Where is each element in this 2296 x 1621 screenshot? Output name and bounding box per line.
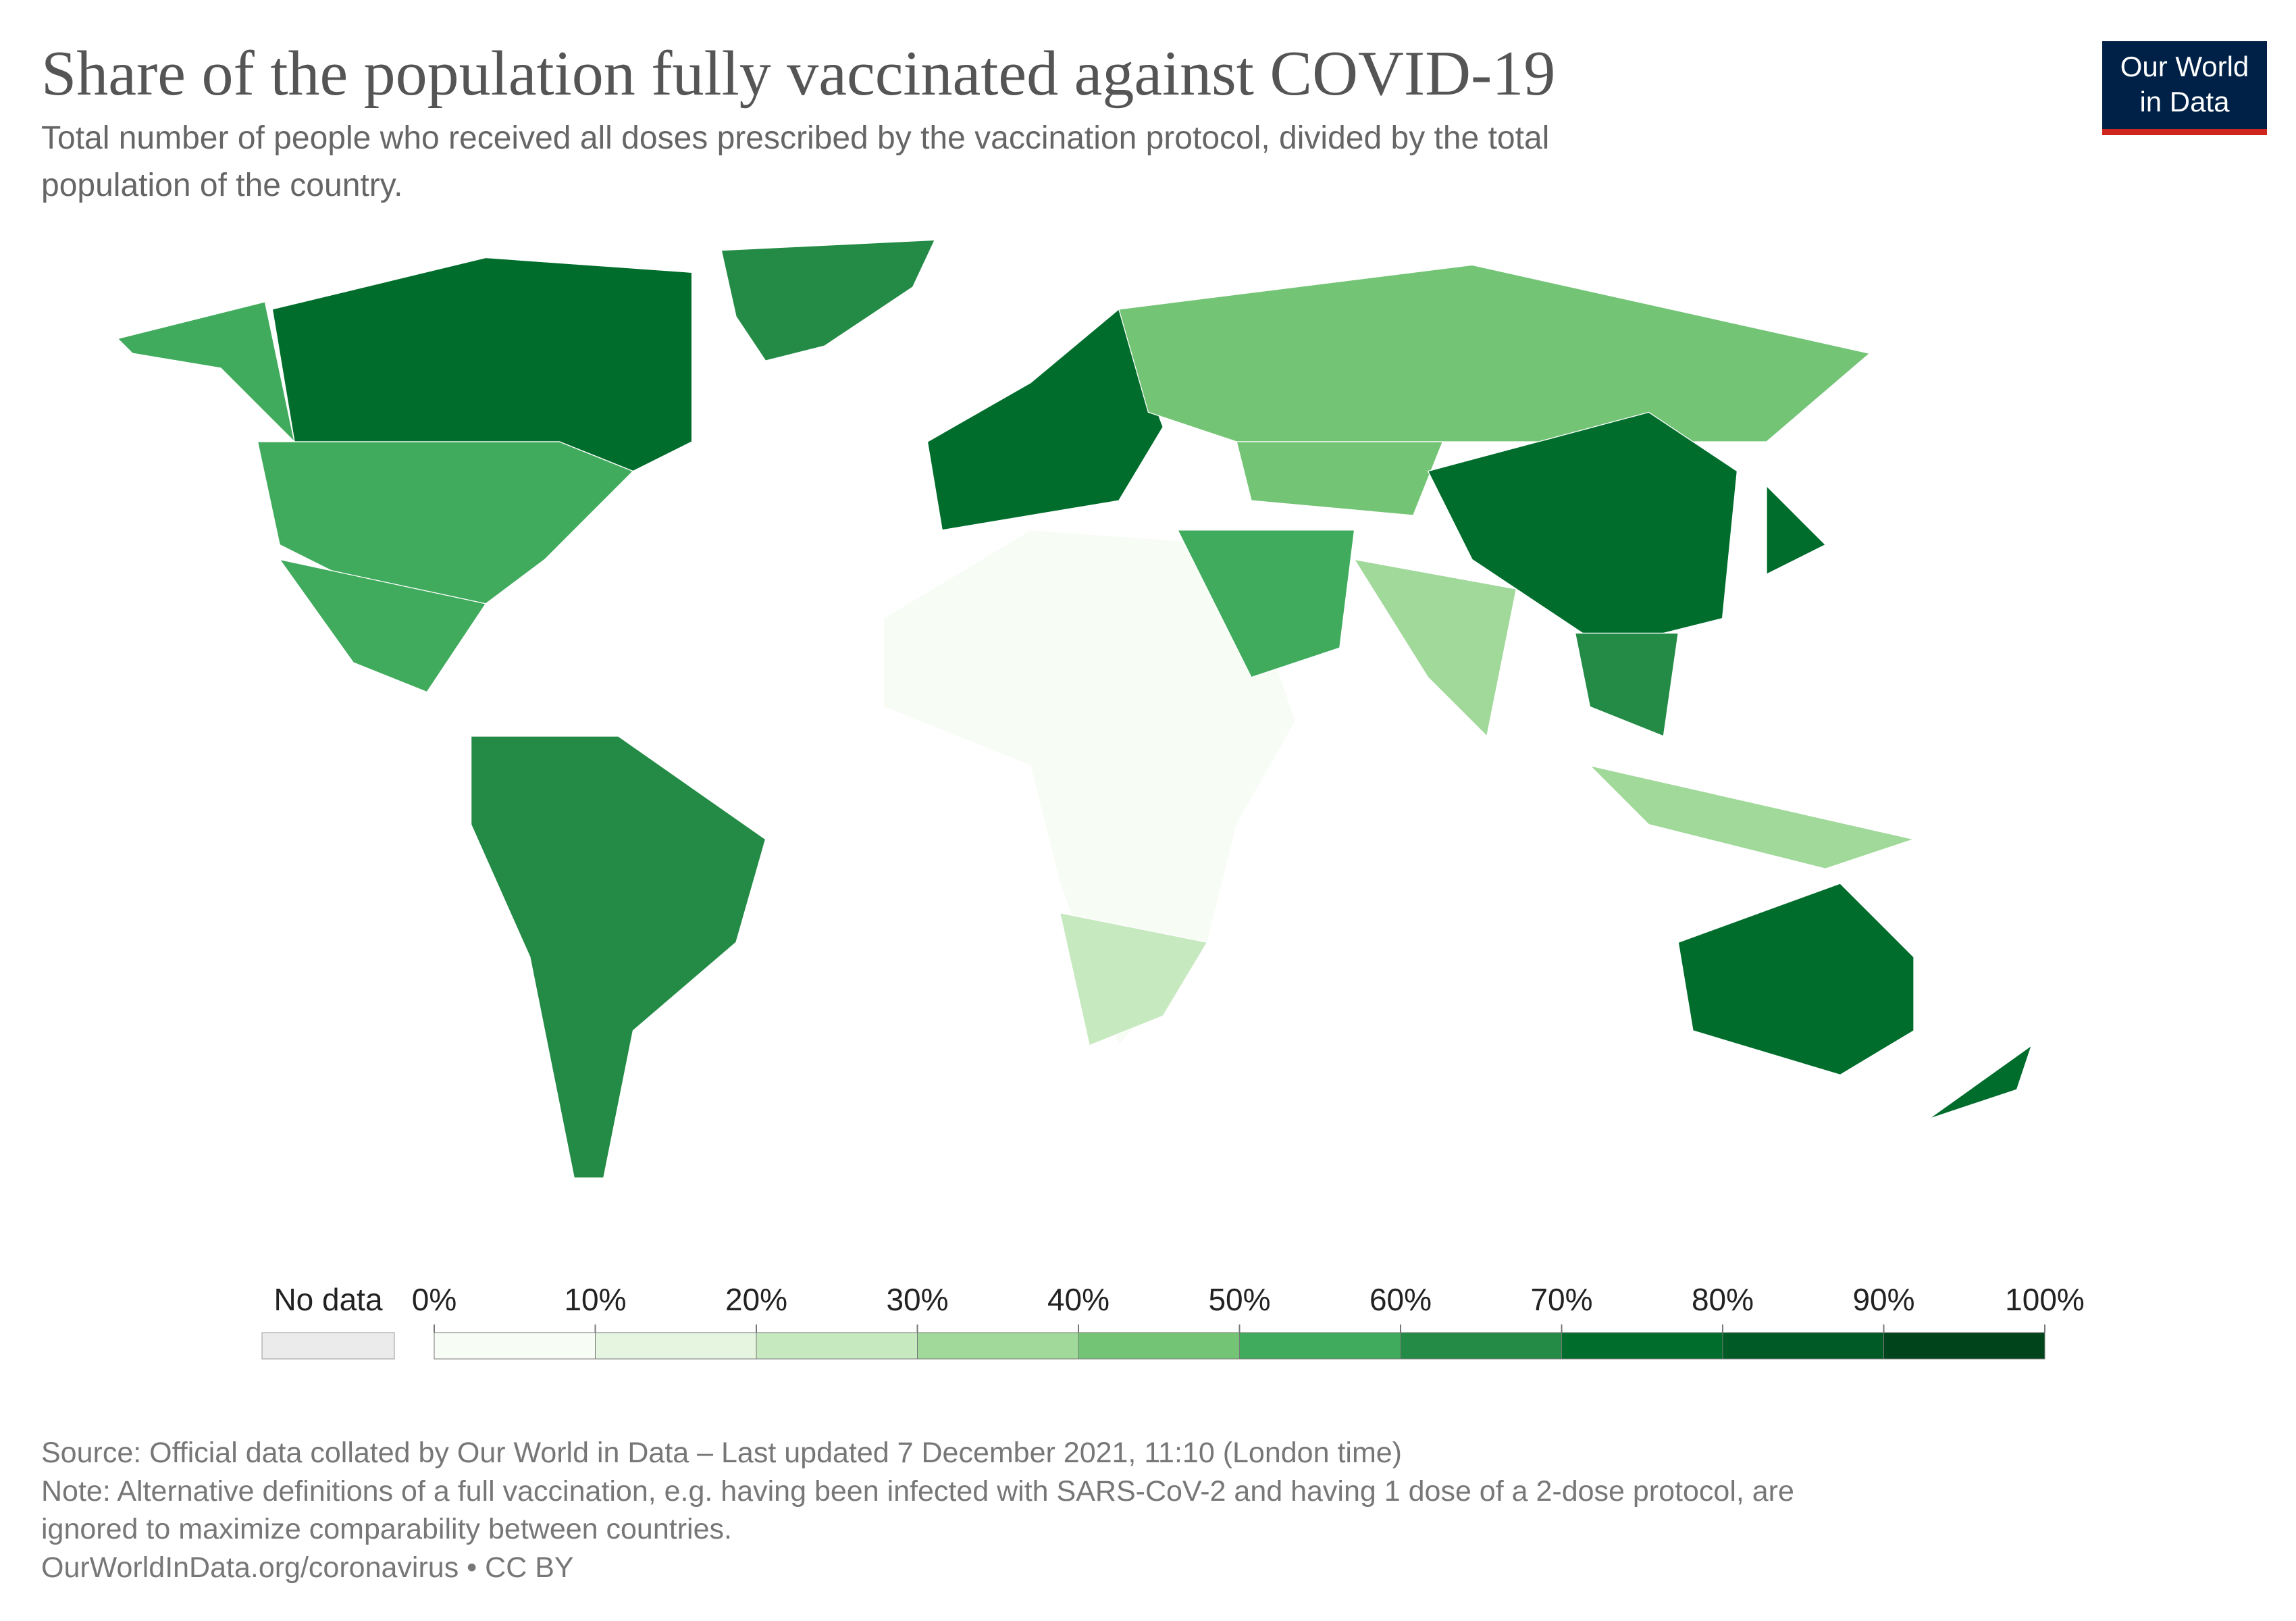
legend-tick-label: 40% [1047, 1282, 1110, 1317]
legend-bin [1078, 1332, 1240, 1360]
title: Share of the population fully vaccinated… [41, 38, 1555, 109]
country [1588, 765, 1916, 869]
legend-bin [595, 1332, 757, 1360]
footer-url: OurWorldInData.org/coronavirus • CC BY [41, 1551, 574, 1584]
subtitle: Total number of people who received all … [41, 120, 1549, 156]
footer-note: ignored to maximize comparability betwee… [41, 1513, 732, 1545]
logo-text: in Data [2139, 86, 2230, 118]
country [470, 736, 766, 1179]
no-data-label: No data [273, 1282, 383, 1317]
legend-bin [434, 1332, 596, 1360]
legend-bin [1239, 1332, 1401, 1360]
logo-box [2102, 41, 2267, 129]
legend-tick-label: 80% [1692, 1282, 1754, 1317]
logo[interactable]: Our World in Data [2102, 41, 2267, 135]
legend-bin [1400, 1332, 1562, 1360]
legend-bin [917, 1332, 1079, 1360]
country [117, 301, 296, 444]
logo-bar [2102, 129, 2267, 135]
legend-tick-label: 20% [725, 1282, 787, 1317]
country [1928, 1044, 2033, 1120]
legend-bin [1883, 1332, 2045, 1360]
legend-bin [1561, 1332, 1723, 1360]
footer-note: Note: Alternative definitions of a full … [41, 1475, 1794, 1508]
country [1118, 264, 1871, 442]
subtitle: population of the country. [41, 168, 402, 203]
legend-bin [1722, 1332, 1884, 1360]
logo-text: Our World [2120, 51, 2249, 82]
legend-tick-label: 50% [1208, 1282, 1270, 1317]
country [721, 239, 936, 361]
footer-source: Source: Official data collated by Our Wo… [41, 1437, 1402, 1469]
legend-tick-label: 100% [2005, 1282, 2085, 1317]
country [1236, 441, 1444, 516]
country [1353, 559, 1517, 738]
legend-tick-label: 60% [1369, 1282, 1432, 1317]
world-map [117, 239, 2033, 1179]
country [1427, 411, 1738, 648]
legend-tick-label: 90% [1852, 1282, 1914, 1317]
legend-tick-label: 10% [564, 1282, 626, 1317]
country [271, 257, 693, 472]
country [927, 308, 1164, 531]
country [257, 441, 634, 604]
legend-tick-label: 70% [1530, 1282, 1592, 1317]
country [1574, 632, 1679, 737]
legend-tick-label: 30% [886, 1282, 948, 1317]
country [278, 559, 487, 693]
legend-bin [756, 1332, 918, 1360]
legend-tick-label: 0% [412, 1282, 456, 1317]
country [1176, 530, 1355, 678]
country [1059, 912, 1208, 1046]
country [1677, 883, 1914, 1076]
no-data-swatch [261, 1332, 395, 1360]
country [1766, 484, 1827, 575]
legend: No data 0% 10% 20% 30% 40% 50% 60% 70% 80% 90% 100% [261, 1282, 2085, 1360]
